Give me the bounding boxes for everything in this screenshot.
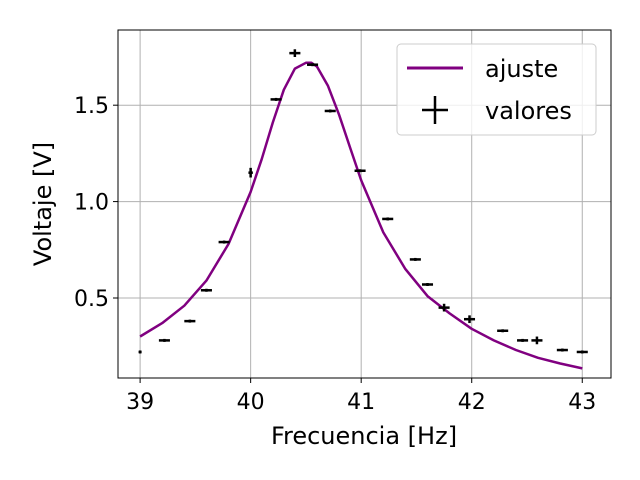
data-point <box>438 303 450 312</box>
legend-fit-label: ajuste <box>485 55 558 83</box>
data-point <box>497 329 509 333</box>
data-point <box>463 315 476 324</box>
x-tick-label: 39 <box>126 390 154 415</box>
legend-values-label: valores <box>485 97 572 125</box>
x-tick-label: 41 <box>347 390 375 415</box>
y-axis: 0.5 1.0 1.5 <box>74 94 118 312</box>
data-point <box>531 336 543 345</box>
x-axis-label: Frecuencia [Hz] <box>271 422 457 450</box>
legend: ajuste valores <box>396 43 597 136</box>
data-point <box>382 217 394 221</box>
data-point <box>409 257 421 261</box>
fit-line-path <box>139 61 583 370</box>
fit-curve <box>139 61 583 370</box>
data-point <box>138 350 142 354</box>
y-axis-label: Voltaje [V] <box>29 142 57 266</box>
x-axis: 39 40 41 42 43 <box>126 378 596 415</box>
data-point <box>307 63 319 67</box>
data-point <box>158 338 170 342</box>
y-tick-label: 1.5 <box>74 94 109 119</box>
data-point <box>421 282 434 286</box>
x-tick-label: 40 <box>237 390 265 415</box>
plot-frame <box>117 29 612 379</box>
data-point <box>517 338 529 342</box>
data-point <box>354 169 366 173</box>
data-point <box>324 109 336 113</box>
data-point <box>270 97 282 101</box>
data-point <box>576 350 588 354</box>
x-tick-label: 42 <box>458 390 486 415</box>
y-tick-label: 0.5 <box>74 287 109 312</box>
data-point <box>248 167 253 178</box>
data-point <box>200 288 212 292</box>
data-point <box>218 240 230 244</box>
data-point <box>184 319 196 323</box>
x-tick-label: 43 <box>568 390 596 415</box>
data-point <box>556 348 568 352</box>
data-point <box>289 49 301 57</box>
data-points <box>138 49 588 354</box>
y-tick-label: 1.0 <box>74 191 109 216</box>
